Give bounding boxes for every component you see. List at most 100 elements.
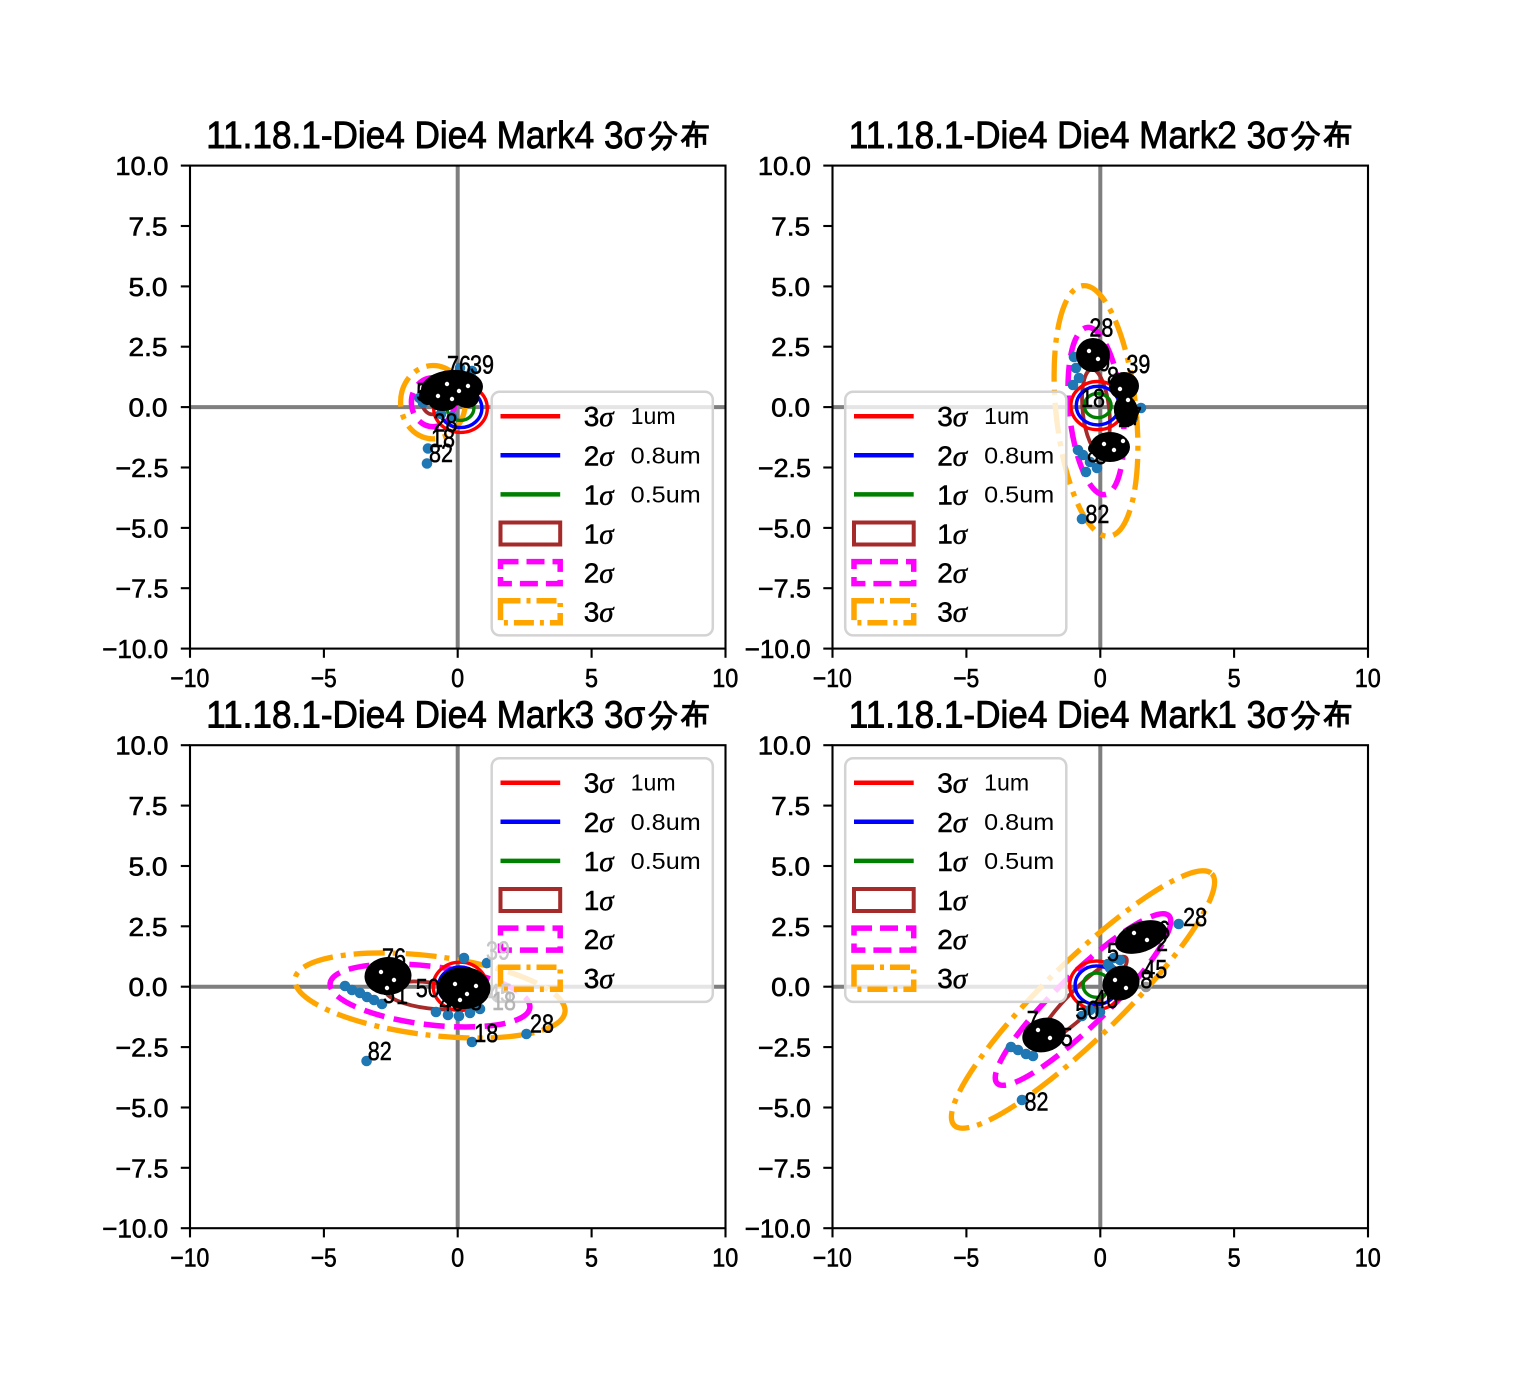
svg-text:−7.5: −7.5 [758,1153,811,1183]
svg-text:−5.0: −5.0 [758,1093,811,1123]
svg-text:8: 8 [470,986,482,1016]
svg-text:0.0: 0.0 [129,972,168,1002]
svg-text:2.5: 2.5 [771,332,810,362]
svg-text:−10.0: −10.0 [102,1214,168,1244]
svg-text:5: 5 [1228,663,1241,693]
svg-text:5.0: 5.0 [771,272,810,302]
svg-text:45: 45 [488,978,512,1008]
svg-text:18: 18 [1081,383,1105,413]
svg-text:2: 2 [1118,403,1130,433]
svg-text:2σ: 2σ [937,558,969,590]
svg-text:5: 5 [1228,1243,1241,1273]
svg-text:3σ: 3σ [584,963,616,995]
svg-text:7: 7 [1130,401,1142,431]
svg-text:0.8um: 0.8um [631,442,701,468]
svg-text:2σ: 2σ [584,558,616,590]
svg-text:1σ: 1σ [584,846,616,878]
svg-text:−7.5: −7.5 [758,574,811,604]
svg-text:1um: 1um [984,403,1029,429]
svg-text:10.0: 10.0 [115,151,168,181]
svg-text:−5.0: −5.0 [758,513,811,543]
svg-text:3σ: 3σ [584,768,616,800]
svg-text:8: 8 [1087,438,1099,468]
svg-text:3σ: 3σ [584,401,616,433]
svg-text:18: 18 [474,1018,498,1048]
svg-text:7.5: 7.5 [129,791,168,821]
svg-text:28: 28 [1089,313,1113,343]
svg-text:−2.5: −2.5 [115,1033,168,1063]
svg-text:3σ: 3σ [937,768,969,800]
svg-text:18: 18 [431,423,455,453]
svg-text:3σ: 3σ [937,401,969,433]
svg-text:45: 45 [1143,954,1167,984]
svg-text:82: 82 [1085,499,1109,529]
svg-text:8: 8 [1140,964,1152,994]
svg-text:18: 18 [492,986,516,1016]
svg-text:5: 5 [383,979,395,1009]
svg-text:39: 39 [486,936,510,966]
svg-text:−10.0: −10.0 [745,634,811,664]
svg-text:3σ: 3σ [584,597,616,629]
svg-text:−5: −5 [311,663,337,693]
svg-text:0.8um: 0.8um [631,809,701,835]
svg-text:7.5: 7.5 [771,212,810,242]
svg-text:7.5: 7.5 [129,212,168,242]
svg-text:0: 0 [451,663,464,693]
svg-text:−5.0: −5.0 [115,513,168,543]
svg-text:8: 8 [1107,361,1119,391]
svg-text:5: 5 [416,377,428,407]
svg-text:−2.5: −2.5 [115,453,168,483]
svg-text:0.5um: 0.5um [984,481,1054,507]
svg-text:−5: −5 [953,663,979,693]
svg-text:5: 5 [1107,937,1119,967]
svg-text:82: 82 [1025,1087,1049,1117]
svg-text:10: 10 [712,1243,738,1273]
svg-text:1σ: 1σ [937,479,969,511]
svg-text:0.8um: 0.8um [984,442,1054,468]
svg-text:−5: −5 [311,1243,337,1273]
svg-text:46: 46 [1094,984,1118,1014]
svg-text:−2.5: −2.5 [758,1033,811,1063]
svg-text:76: 76 [447,350,471,380]
svg-text:10.0: 10.0 [115,731,168,761]
svg-text:10: 10 [1355,663,1381,693]
svg-text:11.18.1-Die4 Die4 Mark4 3σ: 11.18.1-Die4 Die4 Mark4 3σ [206,115,645,157]
svg-text:−10: −10 [813,663,852,693]
svg-text:2σ: 2σ [584,924,616,956]
svg-text:0.5um: 0.5um [631,481,701,507]
svg-text:3σ: 3σ [937,597,969,629]
svg-text:50: 50 [416,973,440,1003]
svg-text:11.18.1-Die4 Die4 Mark1 3σ: 11.18.1-Die4 Die4 Mark1 3σ [849,695,1288,737]
svg-text:1σ: 1σ [937,846,969,878]
svg-text:2σ: 2σ [937,924,969,956]
svg-text:2σ: 2σ [937,440,969,472]
svg-text:82: 82 [429,438,453,468]
svg-text:1um: 1um [631,770,676,796]
svg-text:2σ: 2σ [937,807,969,839]
svg-text:82: 82 [368,1036,392,1066]
svg-text:0.0: 0.0 [771,972,810,1002]
svg-text:1σ: 1σ [584,479,616,511]
svg-text:0: 0 [1094,663,1107,693]
svg-text:10.0: 10.0 [758,731,811,761]
svg-text:6: 6 [1158,915,1170,945]
svg-text:5.0: 5.0 [129,852,168,882]
svg-text:0: 0 [1098,347,1110,377]
svg-text:2σ: 2σ [584,807,616,839]
svg-text:11.18.1-Die4 Die4 Mark3 3σ: 11.18.1-Die4 Die4 Mark3 3σ [206,695,645,737]
svg-text:5: 5 [1095,440,1107,470]
svg-text:10: 10 [1355,1243,1381,1273]
svg-text:2.5: 2.5 [771,912,810,942]
svg-text:−10: −10 [170,1243,209,1273]
svg-text:0: 0 [451,1243,464,1273]
svg-text:7: 7 [1027,1005,1039,1035]
svg-text:1σ: 1σ [937,885,969,917]
svg-text:0.8um: 0.8um [984,809,1054,835]
svg-text:0.5um: 0.5um [631,848,701,874]
svg-text:39: 39 [470,350,494,380]
svg-text:28: 28 [530,1009,554,1039]
svg-text:−7.5: −7.5 [115,1153,168,1183]
svg-text:−10: −10 [813,1243,852,1273]
svg-text:−7.5: −7.5 [115,574,168,604]
svg-text:−5.0: −5.0 [115,1093,168,1123]
